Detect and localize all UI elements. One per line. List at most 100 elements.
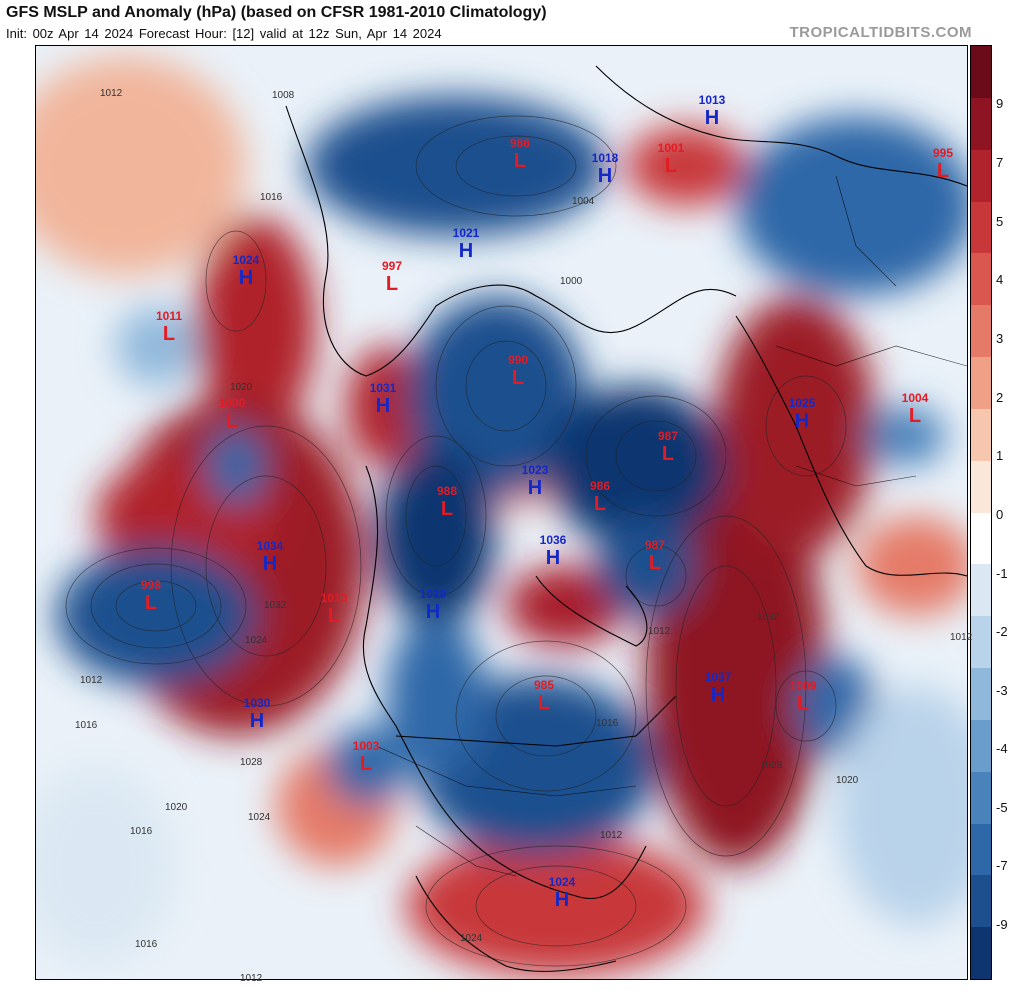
pressure-type-letter: H [794,410,810,432]
pressure-type-letter: H [597,165,613,187]
pressure-value: 1031 [369,381,397,395]
colorbar [970,45,992,980]
coastlines [285,65,967,972]
pressure-value: 986 [509,136,531,150]
high-pressure-label: 1034 H [250,540,290,574]
high-pressure-label: 1025 H [782,397,822,431]
colorbar-label: -2 [996,624,1008,639]
colorbar-label: -4 [996,741,1008,756]
isobar-label: 1012 [950,632,973,643]
isobar-label: 1008 [272,90,295,101]
colorbar-segment [971,771,991,825]
low-pressure-label: 1004 L [895,392,935,426]
pressure-type-letter: H [554,889,570,911]
pressure-type-letter: L [648,552,662,574]
isobar-label: 1028 [760,760,783,771]
low-pressure-label: 1003 L [346,740,386,774]
colorbar-segment [971,149,991,203]
pressure-type-letter: H [710,684,726,706]
pressure-type-letter: H [262,553,278,575]
pressure-value: 1021 [452,226,480,240]
colorbar-segment [971,201,991,255]
pressure-value: 1018 [591,151,619,165]
high-pressure-label: 1030 H [237,697,277,731]
colorbar-label: -3 [996,683,1008,698]
colorbar-segment [971,927,991,979]
colorbar-label: -1 [996,566,1008,581]
colorbar-segment [971,719,991,773]
low-pressure-label: 985 L [524,679,564,713]
isobar-label: 1024 [248,812,271,823]
pressure-type-letter: H [545,547,561,569]
low-pressure-label: 988 L [427,485,467,519]
isobar-label: 1028 [240,757,263,768]
pressure-value: 1013 [698,93,726,107]
colorbar-segment [971,512,991,566]
pressure-value: 1034 [256,539,284,553]
colorbar-segment [971,668,991,721]
pressure-type-letter: L [664,155,678,177]
pressure-value: 988 [436,484,458,498]
anomaly-map [35,45,968,980]
colorbar-label: -5 [996,800,1008,815]
pressure-value: 1024 [548,875,576,889]
isobar-contours [65,115,847,967]
low-pressure-label: 997 L [372,260,412,294]
pressure-type-letter: L [908,405,922,427]
pressure-type-letter: L [359,753,373,775]
pressure-value: 987 [644,538,666,552]
pressure-type-letter: L [661,443,675,465]
pressure-value: 995 [932,146,954,160]
high-pressure-label: 1023 H [515,464,555,498]
isobar-label: 1016 [75,720,98,731]
pressure-type-letter: L [440,498,454,520]
low-pressure-label: 995 L [923,147,963,181]
high-pressure-label: 1024 H [542,876,582,910]
pressure-type-letter: H [527,477,543,499]
pressure-value: 987 [657,429,679,443]
pressure-value: 1024 [232,253,260,267]
colorbar-segment [971,46,991,99]
isobar-label: 1020 [165,802,188,813]
pressure-value: 1000 [218,396,246,410]
pressure-value: 1030 [243,696,271,710]
high-pressure-label: 1013 H [692,94,732,128]
pressure-type-letter: L [144,592,158,614]
pressure-type-letter: H [249,710,265,732]
pressure-type-letter: H [425,601,441,623]
chart-subtitle: Init: 00z Apr 14 2024 Forecast Hour: [12… [6,26,442,41]
pressure-value: 1011 [155,309,183,323]
borders [375,175,967,877]
pressure-type-letter: L [162,323,176,345]
high-pressure-label: 1018 H [585,152,625,186]
colorbar-segment [971,564,991,618]
pressure-type-letter: L [225,410,239,432]
high-pressure-label: 1037 H [698,671,738,705]
pressure-value: 990 [507,353,529,367]
pressure-value: 998 [140,578,162,592]
isobar-label: 1012 [648,626,671,637]
low-pressure-label: 1013 L [314,592,354,626]
isobar-label: 1016 [130,826,153,837]
colorbar-label: -7 [996,858,1008,873]
low-pressure-label: 1009 L [783,680,823,714]
isobar-label: 1032 [264,600,287,611]
pressure-value: 986 [589,479,611,493]
colorbar-segment [971,97,991,151]
colorbar-label: 1 [996,448,1004,463]
pressure-type-letter: H [375,395,391,417]
brand-watermark: TROPICALTIDBITS.COM [789,24,972,41]
pressure-type-letter: L [796,693,810,715]
low-pressure-label: 986 L [500,137,540,171]
pressure-type-letter: L [936,160,950,182]
low-pressure-label: 1000 L [212,397,252,431]
pressure-type-letter: L [593,493,607,515]
colorbar-segment [971,305,991,358]
low-pressure-label: 1011 L [149,310,189,344]
isobar-label: 1032 [757,612,780,623]
pressure-value: 1013 [320,591,348,605]
low-pressure-label: 986 L [580,480,620,514]
isobar-label: 1012 [600,830,623,841]
isobar-label: 1016 [596,718,619,729]
colorbar-segment [971,357,991,410]
